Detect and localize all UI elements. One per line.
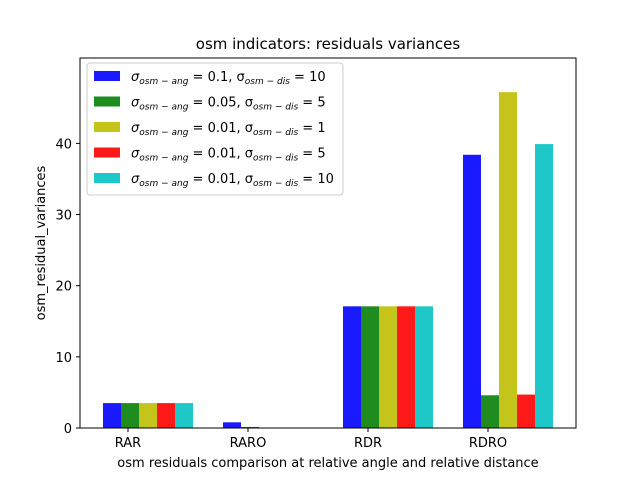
x-tick-label-rdr: RDR [354,436,382,451]
bar-rar-series-4 [157,403,175,428]
bar-rdr-series-3 [379,306,397,428]
x-tick-label-rdro: RDRO [469,436,507,451]
bar-rar-series-5 [175,403,193,428]
y-tick-label: 20 [55,280,72,295]
bar-rdro-series-5 [535,144,553,428]
y-tick-label: 10 [55,351,72,366]
bar-rdro-series-4 [517,395,535,428]
legend-swatch-4 [94,148,120,158]
bar-rar-series-1 [103,403,121,428]
y-tick-label: 30 [55,209,72,224]
bar-rdr-series-4 [397,306,415,428]
bar-rar-series-3 [139,403,157,428]
bar-rdr-series-5 [415,306,433,428]
bar-rdr-series-1 [343,306,361,428]
bar-raro-series-1 [223,422,241,428]
bar-rdro-series-3 [499,92,517,428]
x-tick-label-raro: RARO [230,436,267,451]
legend-swatch-3 [94,122,120,132]
y-tick-label: 0 [64,422,72,437]
legend-swatch-5 [94,173,120,183]
legend-swatch-1 [94,71,120,81]
x-axis-label: osm residuals comparison at relative ang… [117,456,538,471]
bar-rdro-series-2 [481,395,499,428]
chart-title: osm indicators: residuals variances [196,35,461,53]
bar-rdro-series-1 [463,155,481,428]
bar-rar-series-2 [121,403,139,428]
y-tick-label: 40 [55,137,72,152]
legend-swatch-2 [94,97,120,107]
x-tick-label-rar: RAR [115,436,141,451]
y-axis-label: osm_residual_variances [34,165,49,320]
bar-rdr-series-2 [361,306,379,428]
